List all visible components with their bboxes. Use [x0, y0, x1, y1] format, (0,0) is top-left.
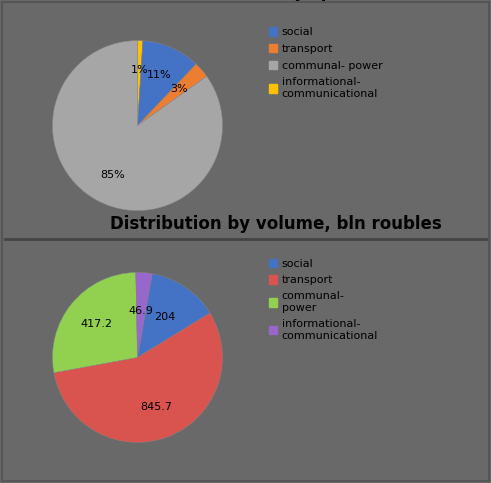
Wedge shape	[137, 41, 196, 126]
Text: 3%: 3%	[170, 85, 188, 94]
Legend: social, transport, communal-
power, informational-
communicational: social, transport, communal- power, info…	[266, 257, 381, 343]
Wedge shape	[53, 41, 222, 211]
Text: 204: 204	[155, 312, 176, 322]
Wedge shape	[136, 272, 152, 357]
Title: Distribution by volume, bln roubles: Distribution by volume, bln roubles	[110, 214, 441, 233]
Wedge shape	[54, 313, 222, 442]
Text: 417.2: 417.2	[81, 319, 112, 329]
Text: 11%: 11%	[147, 70, 172, 80]
Title: Distribution by spheres: Distribution by spheres	[165, 0, 386, 1]
Wedge shape	[137, 64, 207, 126]
Wedge shape	[137, 274, 210, 357]
Legend: social, transport, communal- power, informational-
communicational: social, transport, communal- power, info…	[266, 25, 385, 101]
Wedge shape	[53, 272, 137, 373]
Text: 1%: 1%	[131, 65, 148, 75]
Wedge shape	[137, 41, 143, 126]
Text: 46.9: 46.9	[129, 306, 154, 316]
Text: 85%: 85%	[100, 170, 125, 180]
Text: 845.7: 845.7	[140, 402, 172, 412]
